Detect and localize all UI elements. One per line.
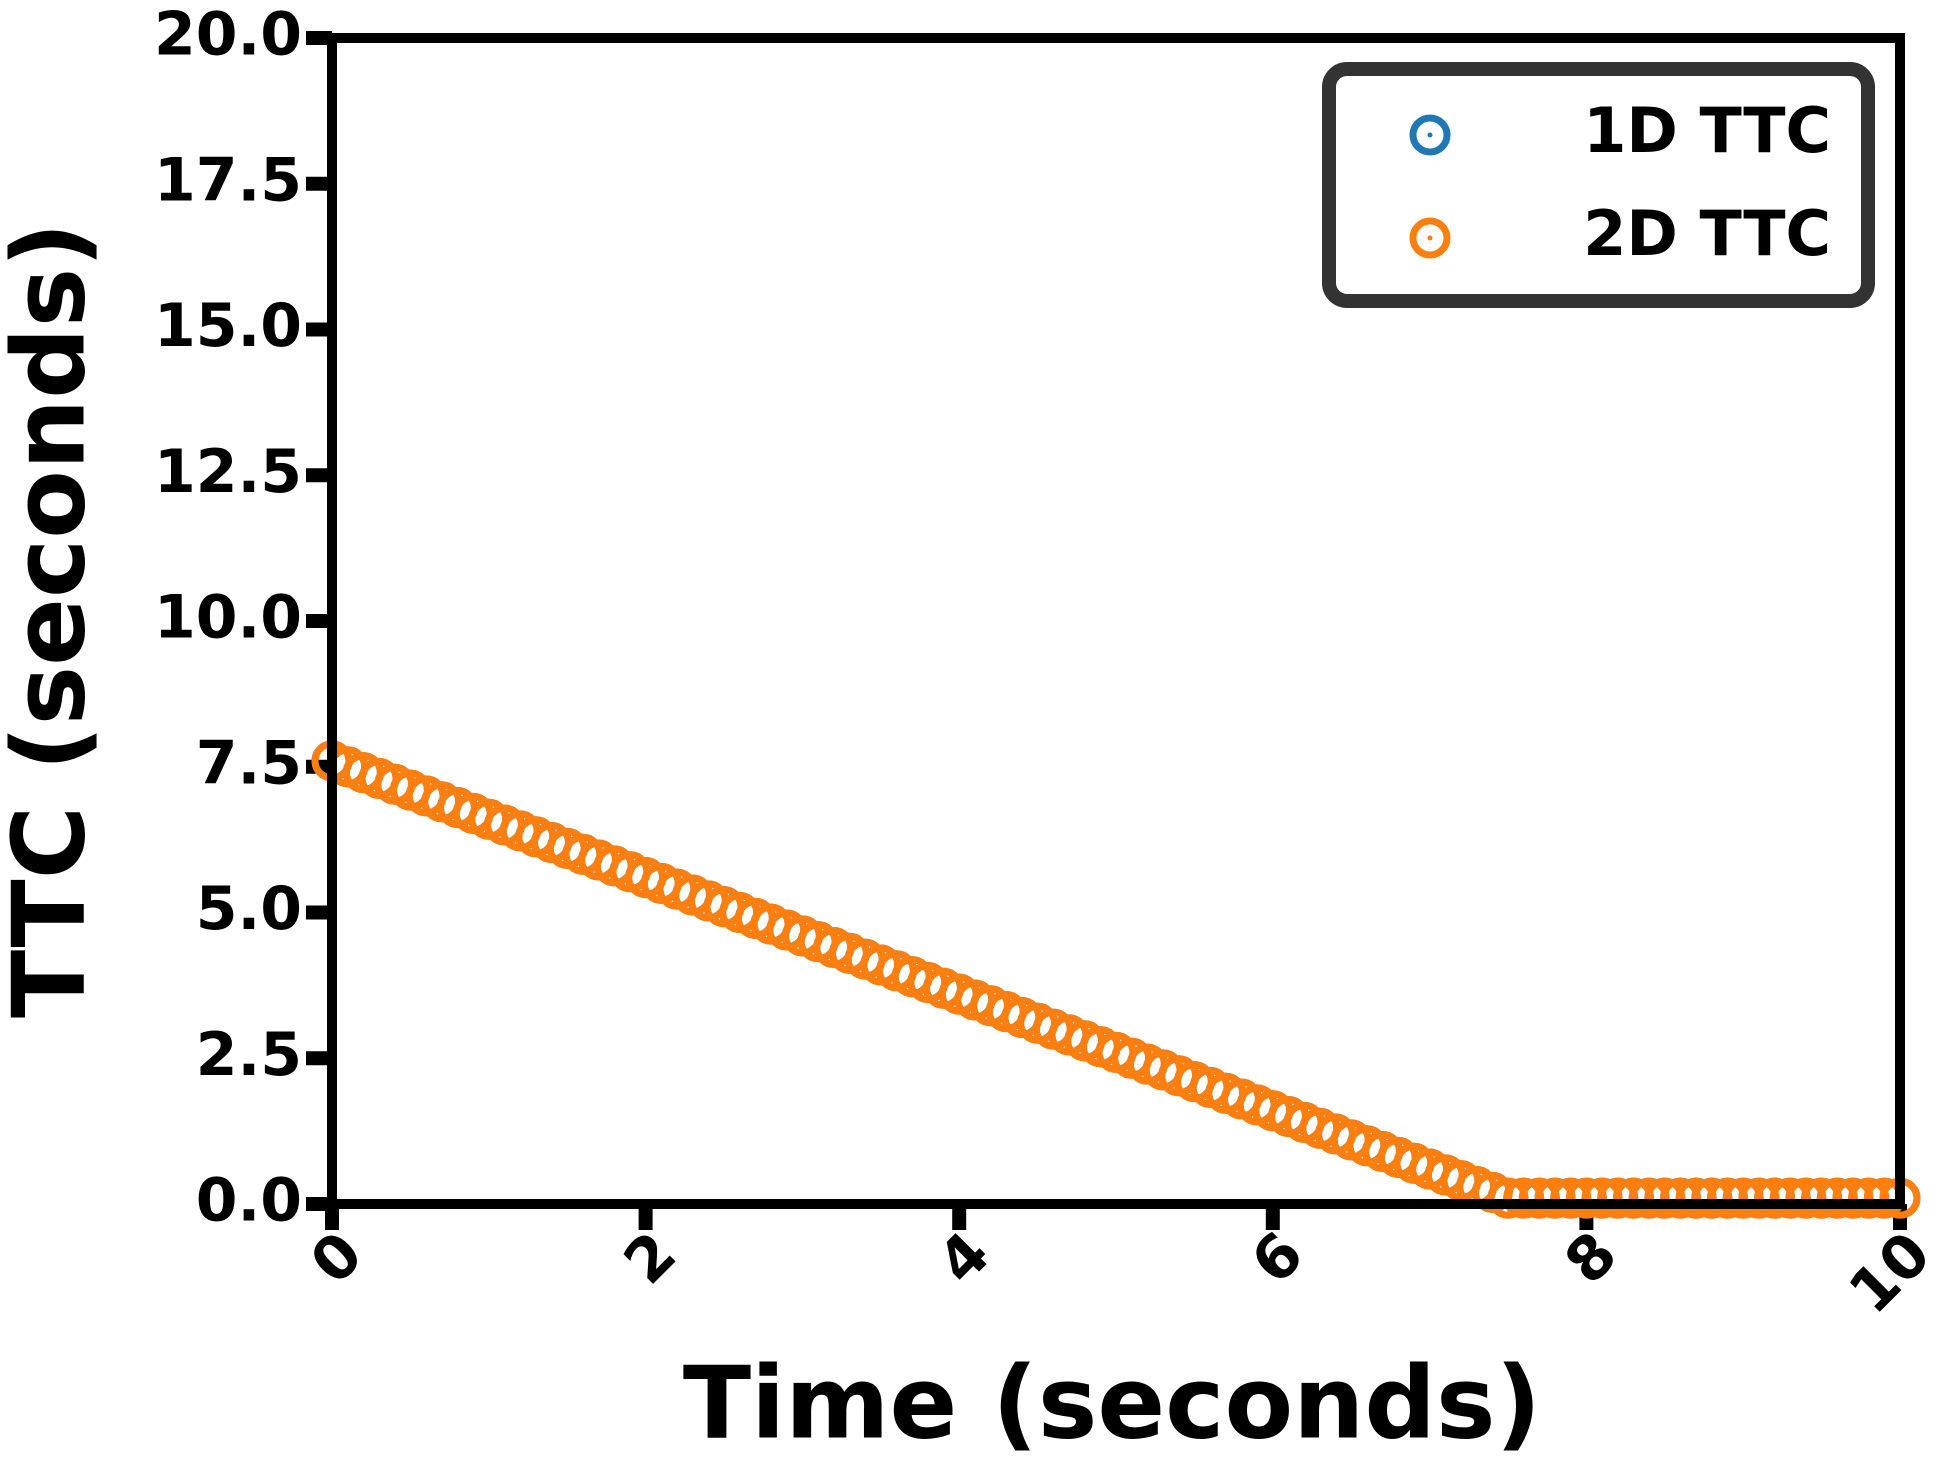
legend-entry: 2D TTC bbox=[1409, 197, 1831, 270]
marker-ring bbox=[1409, 114, 1451, 156]
marker-dot bbox=[1427, 132, 1433, 138]
y-tick-label: 0.0 bbox=[196, 1166, 302, 1236]
y-tick-label: 7.5 bbox=[196, 728, 302, 798]
x-tick-label: 8 bbox=[1552, 1219, 1631, 1298]
y-tick-label: 10.0 bbox=[154, 583, 302, 653]
x-tick-label: 4 bbox=[925, 1219, 1004, 1298]
legend: 1D TTC 2D TTC bbox=[1322, 62, 1875, 308]
x-tick-label: 0 bbox=[297, 1219, 376, 1298]
y-tick-label: 2.5 bbox=[196, 1020, 302, 1090]
y-axis-label: TTC (seconds) bbox=[0, 222, 107, 1018]
legend-entry: 1D TTC bbox=[1409, 94, 1831, 167]
legend-box bbox=[1322, 62, 1875, 308]
x-tick-label: 2 bbox=[611, 1219, 690, 1298]
plot-frame bbox=[327, 33, 1905, 1209]
y-tick-label: 12.5 bbox=[154, 437, 302, 507]
marker-dot bbox=[1427, 235, 1433, 241]
y-tick-label: 20.0 bbox=[154, 0, 302, 70]
marker-ring bbox=[1409, 217, 1451, 259]
x-tick-label: 10 bbox=[1836, 1219, 1944, 1328]
y-tick-label: 15.0 bbox=[154, 291, 302, 361]
legend-label: 2D TTC bbox=[1583, 197, 1831, 270]
legend-label: 1D TTC bbox=[1583, 94, 1831, 167]
y-tick-label: 5.0 bbox=[196, 874, 302, 944]
x-tick-label: 6 bbox=[1238, 1219, 1317, 1298]
x-axis-label: Time (seconds) bbox=[683, 1344, 1541, 1461]
y-tick-label: 17.5 bbox=[154, 145, 302, 215]
